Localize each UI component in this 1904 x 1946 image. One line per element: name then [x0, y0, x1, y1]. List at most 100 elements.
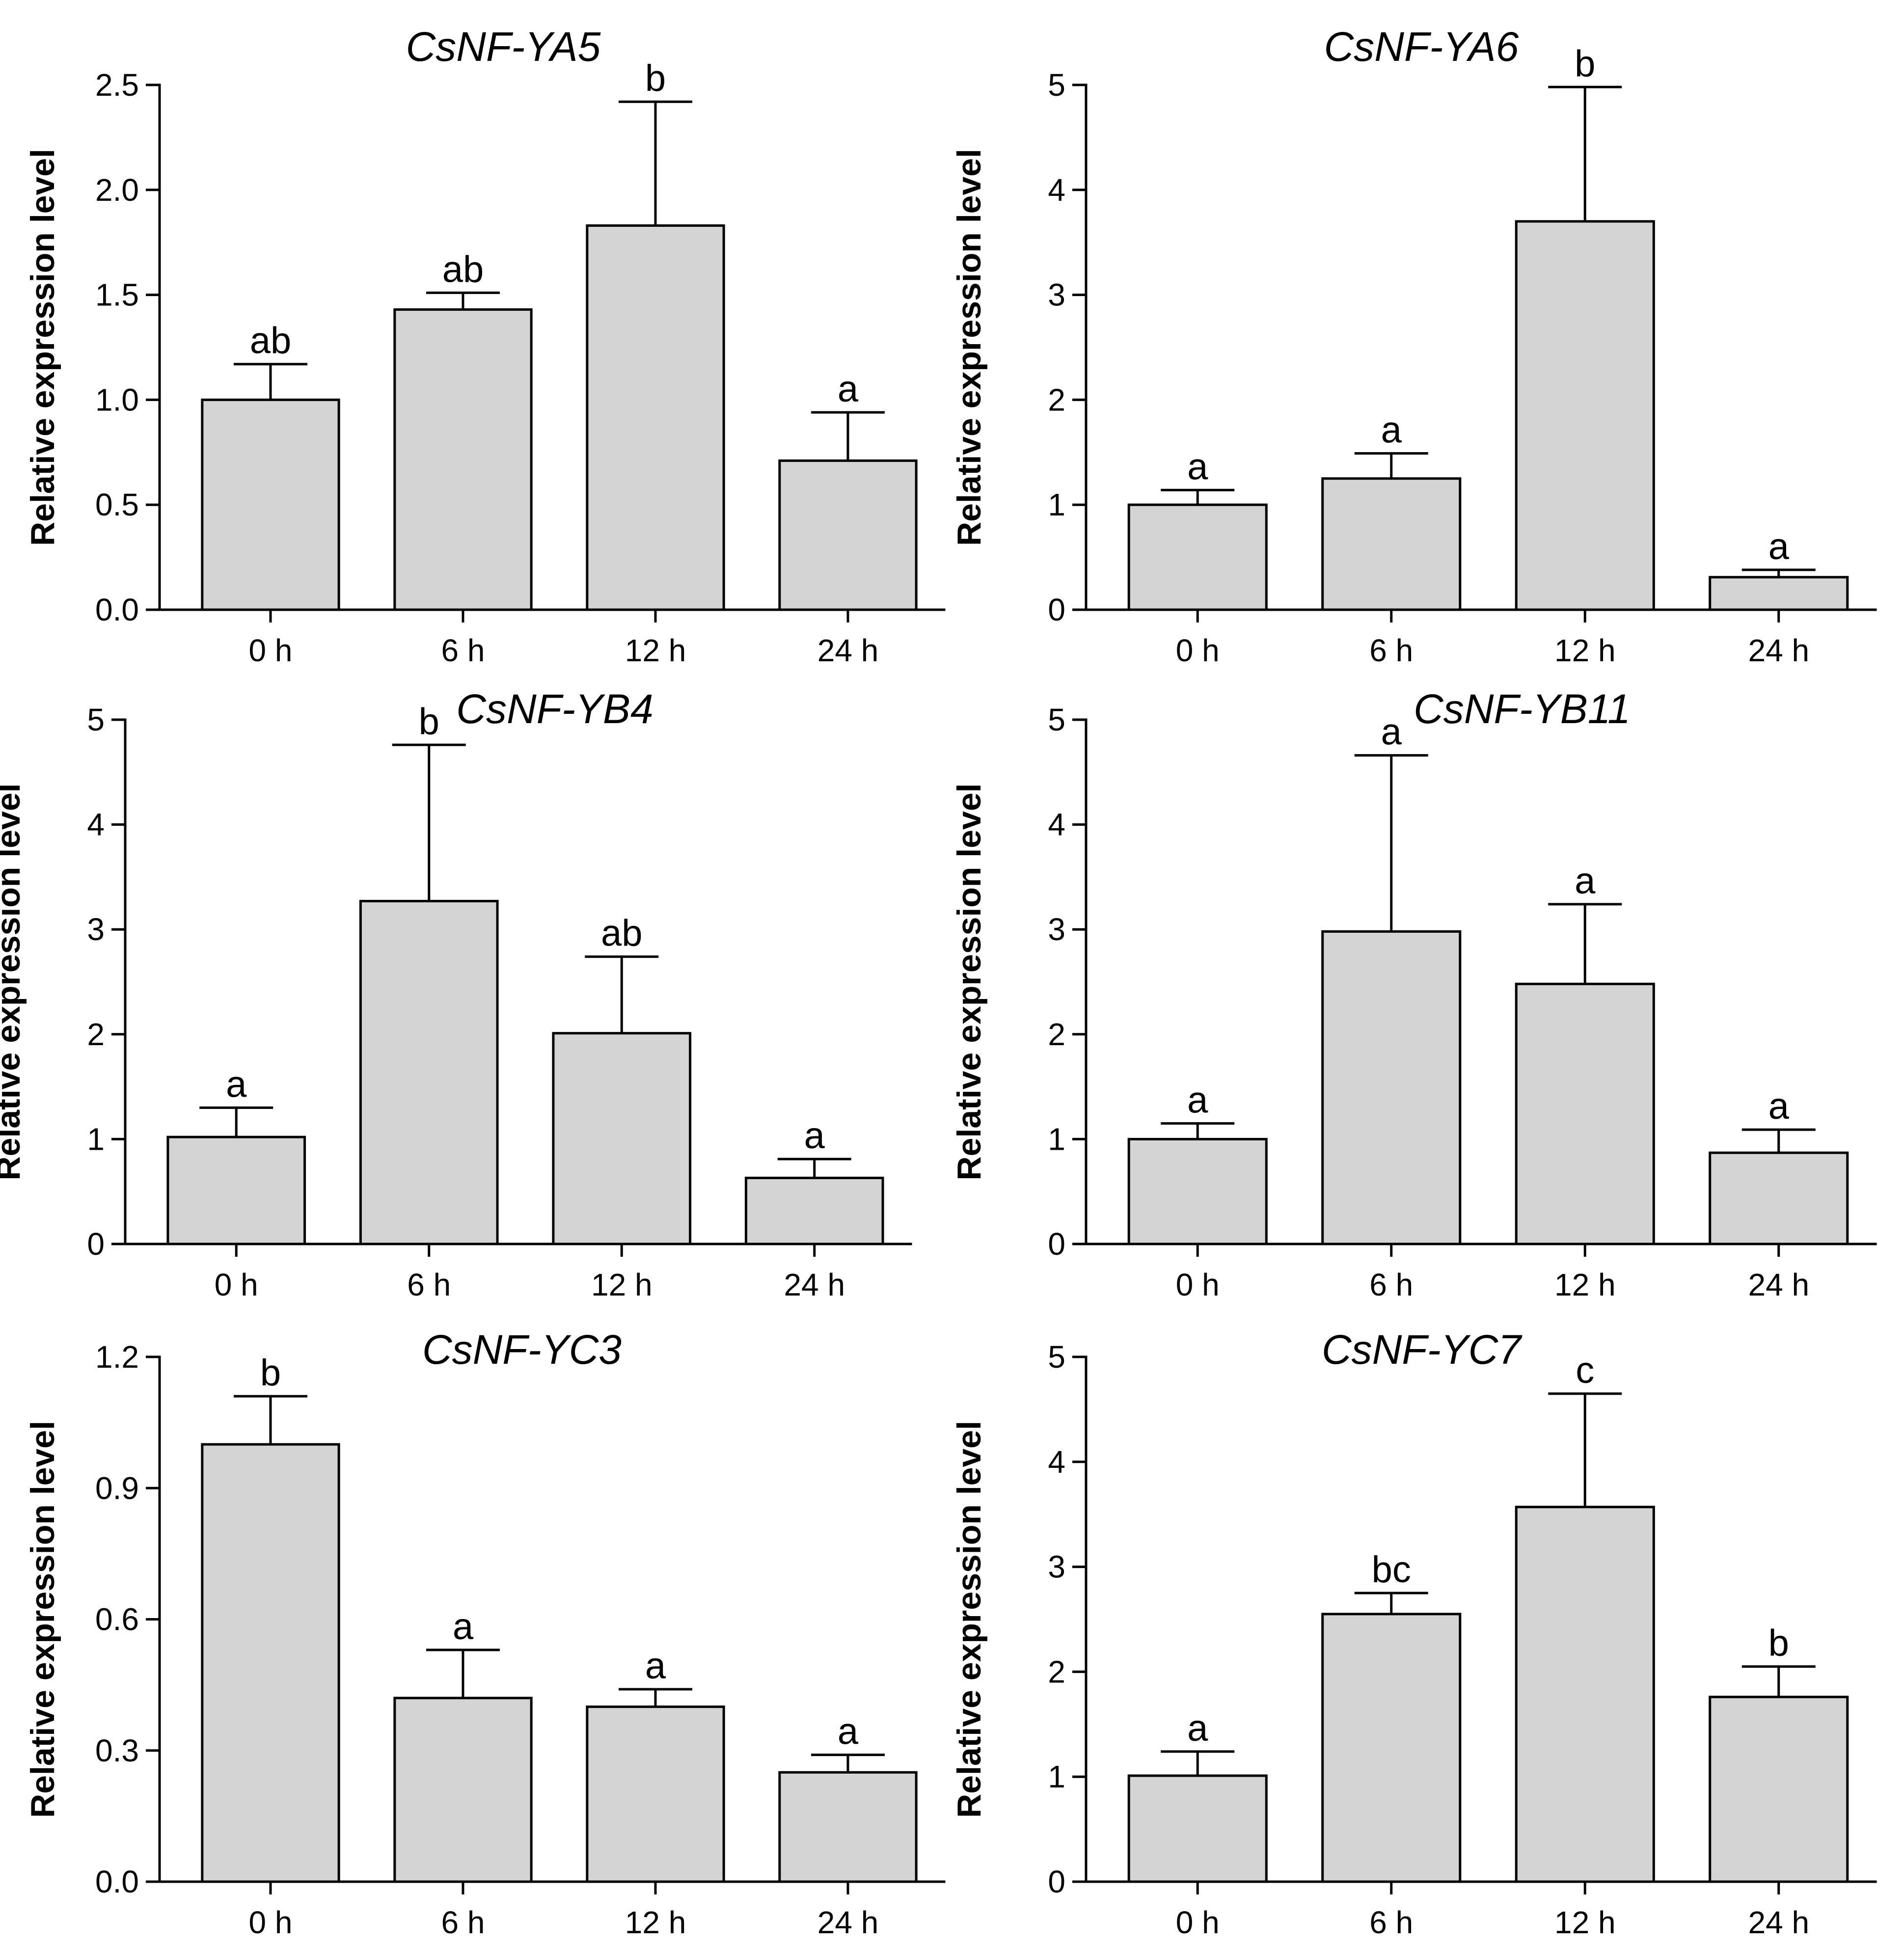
significance-label: b: [419, 701, 439, 742]
bar: [359, 900, 499, 1245]
y-tick-label: 5: [1048, 1339, 1065, 1375]
significance-label: a: [804, 1115, 825, 1157]
y-tick-label: 0.3: [95, 1733, 139, 1768]
bar: [1321, 477, 1462, 611]
bar: [552, 1032, 692, 1245]
x-tick-label: 6 h: [407, 1267, 451, 1302]
x-tick-label: 6 h: [441, 1905, 485, 1940]
significance-label: bc: [1372, 1549, 1411, 1591]
significance-label: a: [838, 1711, 859, 1753]
chart-panel-3: CsNF-YB4 Relative expression level 0 1 2 3 4 5 0…: [0, 686, 912, 1302]
y-axis-label: Relative expression level: [0, 784, 27, 1181]
bar: [201, 398, 340, 611]
y-tick-label: 1: [1048, 1121, 1065, 1157]
significance-label: c: [1576, 1350, 1594, 1391]
y-tick-label: 3: [1048, 277, 1065, 313]
chart-panel-1: CsNF-YA5 Relative expression level 0.0 0.5 1…: [24, 24, 946, 668]
y-tick-label: 0.0: [95, 592, 139, 627]
y-tick-label: 3: [1048, 912, 1065, 947]
y-tick-label: 4: [1048, 172, 1065, 208]
x-tick-label: 6 h: [1369, 1905, 1413, 1940]
significance-label: a: [1381, 409, 1402, 451]
y-tick-label: 2: [1048, 382, 1065, 417]
bar: [778, 1771, 918, 1883]
x-tick-label: 0 h: [215, 1267, 258, 1302]
significance-label: ab: [442, 248, 484, 290]
x-tick-label: 0 h: [249, 1905, 293, 1940]
y-tick-label: 4: [1048, 807, 1065, 842]
y-tick-label: 0: [1048, 1864, 1065, 1899]
y-axis-label: Relative expression level: [951, 149, 988, 546]
y-tick-label: 0: [1048, 1226, 1065, 1262]
x-tick-label: 24 h: [1748, 1905, 1809, 1940]
significance-label: a: [453, 1606, 474, 1648]
y-tick-label: 0.0: [95, 1864, 139, 1899]
bar: [1321, 930, 1462, 1245]
y-tick-label: 0.6: [95, 1602, 139, 1637]
y-tick-label: 2.5: [95, 67, 139, 103]
x-tick-label: 6 h: [441, 633, 485, 668]
y-tick-label: 2: [87, 1017, 105, 1052]
bar: [1709, 576, 1849, 611]
y-tick-label: 1.2: [95, 1339, 139, 1375]
y-tick-label: 1.5: [95, 277, 139, 313]
bar: [1515, 982, 1655, 1245]
y-tick-label: 3: [1048, 1549, 1065, 1585]
y-tick-label: 0: [1048, 592, 1065, 627]
bar: [1515, 220, 1655, 611]
y-tick-label: 1.0: [95, 382, 139, 417]
x-tick-label: 12 h: [591, 1267, 653, 1302]
chart-panel-6: CsNF-YC7 Relative expression level 0 1 2 3 4 5 0…: [951, 1326, 1877, 1940]
significance-label: a: [1187, 1079, 1208, 1121]
x-tick-label: 24 h: [817, 1905, 879, 1940]
x-tick-label: 0 h: [1176, 633, 1220, 668]
x-tick-label: 24 h: [784, 1267, 845, 1302]
x-tick-label: 12 h: [1554, 633, 1616, 668]
significance-label: a: [1187, 446, 1208, 487]
significance-label: a: [1768, 1085, 1790, 1127]
x-tick-label: 6 h: [1369, 633, 1413, 668]
chart-panel-5: CsNF-YC3 Relative expression level 0.0 0.3 0…: [24, 1326, 946, 1940]
x-tick-label: 12 h: [625, 633, 686, 668]
significance-label: b: [645, 57, 666, 99]
bar: [1709, 1696, 1849, 1883]
chart-panel-4: CsNF-YB11 Relative expression level 0 1 2 3 4 5…: [951, 686, 1877, 1302]
y-tick-label: 0: [87, 1226, 105, 1262]
y-axis-label: Relative expression level: [951, 1421, 988, 1818]
y-tick-label: 3: [87, 912, 105, 947]
chart-title: CsNF-YC3: [422, 1326, 622, 1373]
x-tick-label: 12 h: [625, 1905, 686, 1940]
y-tick-label: 2.0: [95, 172, 139, 208]
y-tick-label: 1: [87, 1121, 105, 1157]
significance-label: a: [645, 1645, 666, 1687]
x-tick-label: 24 h: [1748, 633, 1809, 668]
chart-panel-2: CsNF-YA6 Relative expression level 0 1 2 3 4 5 0…: [951, 24, 1877, 668]
significance-label: a: [1187, 1707, 1208, 1749]
bar: [1127, 1137, 1268, 1245]
significance-label: b: [260, 1352, 281, 1394]
y-tick-label: 4: [87, 807, 105, 842]
significance-label: ab: [250, 320, 292, 362]
y-tick-label: 0.5: [95, 487, 139, 522]
bar: [393, 308, 533, 611]
x-tick-label: 12 h: [1554, 1267, 1616, 1302]
chart-title: CsNF-YC7: [1322, 1326, 1523, 1373]
significance-label: a: [226, 1063, 247, 1105]
y-tick-label: 2: [1048, 1017, 1065, 1052]
y-axis-label: Relative expression level: [951, 784, 988, 1181]
chart-title: CsNF-YA5: [406, 24, 601, 70]
x-tick-label: 6 h: [1369, 1267, 1413, 1302]
y-tick-label: 5: [1048, 702, 1065, 737]
x-tick-label: 0 h: [249, 633, 293, 668]
chart-title: CsNF-YB4: [456, 686, 653, 732]
bar: [1709, 1151, 1849, 1245]
bar: [586, 1705, 725, 1883]
y-axis-label: Relative expression level: [24, 149, 61, 546]
significance-label: a: [838, 368, 859, 410]
x-tick-label: 12 h: [1554, 1905, 1616, 1940]
y-tick-label: 1: [1048, 487, 1065, 522]
bar: [586, 224, 725, 611]
chart-title: CsNF-YB11: [1414, 686, 1631, 732]
significance-label: b: [1768, 1622, 1789, 1664]
